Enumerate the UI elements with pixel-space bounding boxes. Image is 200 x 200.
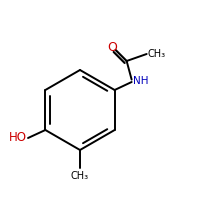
Text: O: O (107, 41, 117, 54)
Text: CH₃: CH₃ (148, 49, 166, 59)
Text: NH: NH (133, 76, 148, 86)
Text: HO: HO (9, 131, 27, 144)
Text: CH₃: CH₃ (71, 171, 89, 181)
